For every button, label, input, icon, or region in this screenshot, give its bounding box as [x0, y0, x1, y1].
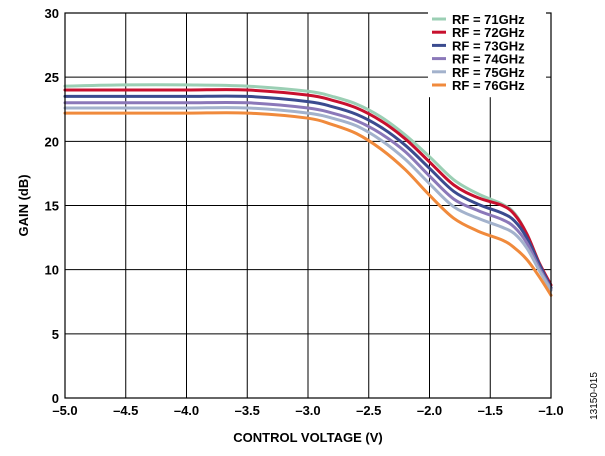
series-line [63, 94, 553, 290]
figure-id: 13150-015 [589, 372, 600, 420]
legend-background [428, 12, 546, 98]
x-axis-title: CONTROL VOLTAGE (V) [233, 430, 383, 445]
series-lines [63, 83, 553, 297]
legend-label: RF = 72GHz [452, 25, 525, 40]
x-tick-label: –3.0 [295, 403, 320, 418]
x-tick-label: –1.5 [478, 403, 503, 418]
legend-label: RF = 73GHz [452, 38, 525, 53]
series-line [63, 88, 553, 287]
x-tick-label: –2.0 [417, 403, 442, 418]
y-tick-label: 5 [52, 327, 59, 342]
series-line [63, 100, 553, 291]
plot-frame [64, 12, 552, 399]
x-tick-label: –5.0 [52, 403, 77, 418]
x-tick-label: –1.0 [538, 403, 563, 418]
legend-label: RF = 76GHz [452, 78, 525, 93]
y-tick-label: 20 [45, 134, 59, 149]
x-tick-label: –3.5 [235, 403, 260, 418]
y-tick-label: 15 [45, 199, 59, 214]
y-tick-label: 25 [45, 70, 59, 85]
x-tick-label: –4.5 [113, 403, 138, 418]
series-line [63, 106, 553, 292]
y-tick-label: 0 [52, 391, 59, 406]
x-tick-label: –4.0 [174, 403, 199, 418]
legend-label: RF = 71GHz [452, 12, 525, 27]
y-tick-label: 10 [45, 263, 59, 278]
grid [65, 13, 551, 398]
x-tick-labels: –5.0 –4.5 –4.0 –3.5 –3.0 –2.5 –2.0 –1.5 –1.0 [52, 403, 563, 418]
y-tick-labels: 0 5 10 15 20 25 30 [45, 6, 59, 406]
legend-label: RF = 74GHz [452, 52, 525, 67]
y-tick-label: 30 [45, 6, 59, 21]
legend-label: RF = 75GHz [452, 65, 525, 80]
y-axis-title: GAIN (dB) [16, 174, 31, 236]
x-tick-label: –2.5 [356, 403, 381, 418]
series-line [63, 111, 553, 297]
